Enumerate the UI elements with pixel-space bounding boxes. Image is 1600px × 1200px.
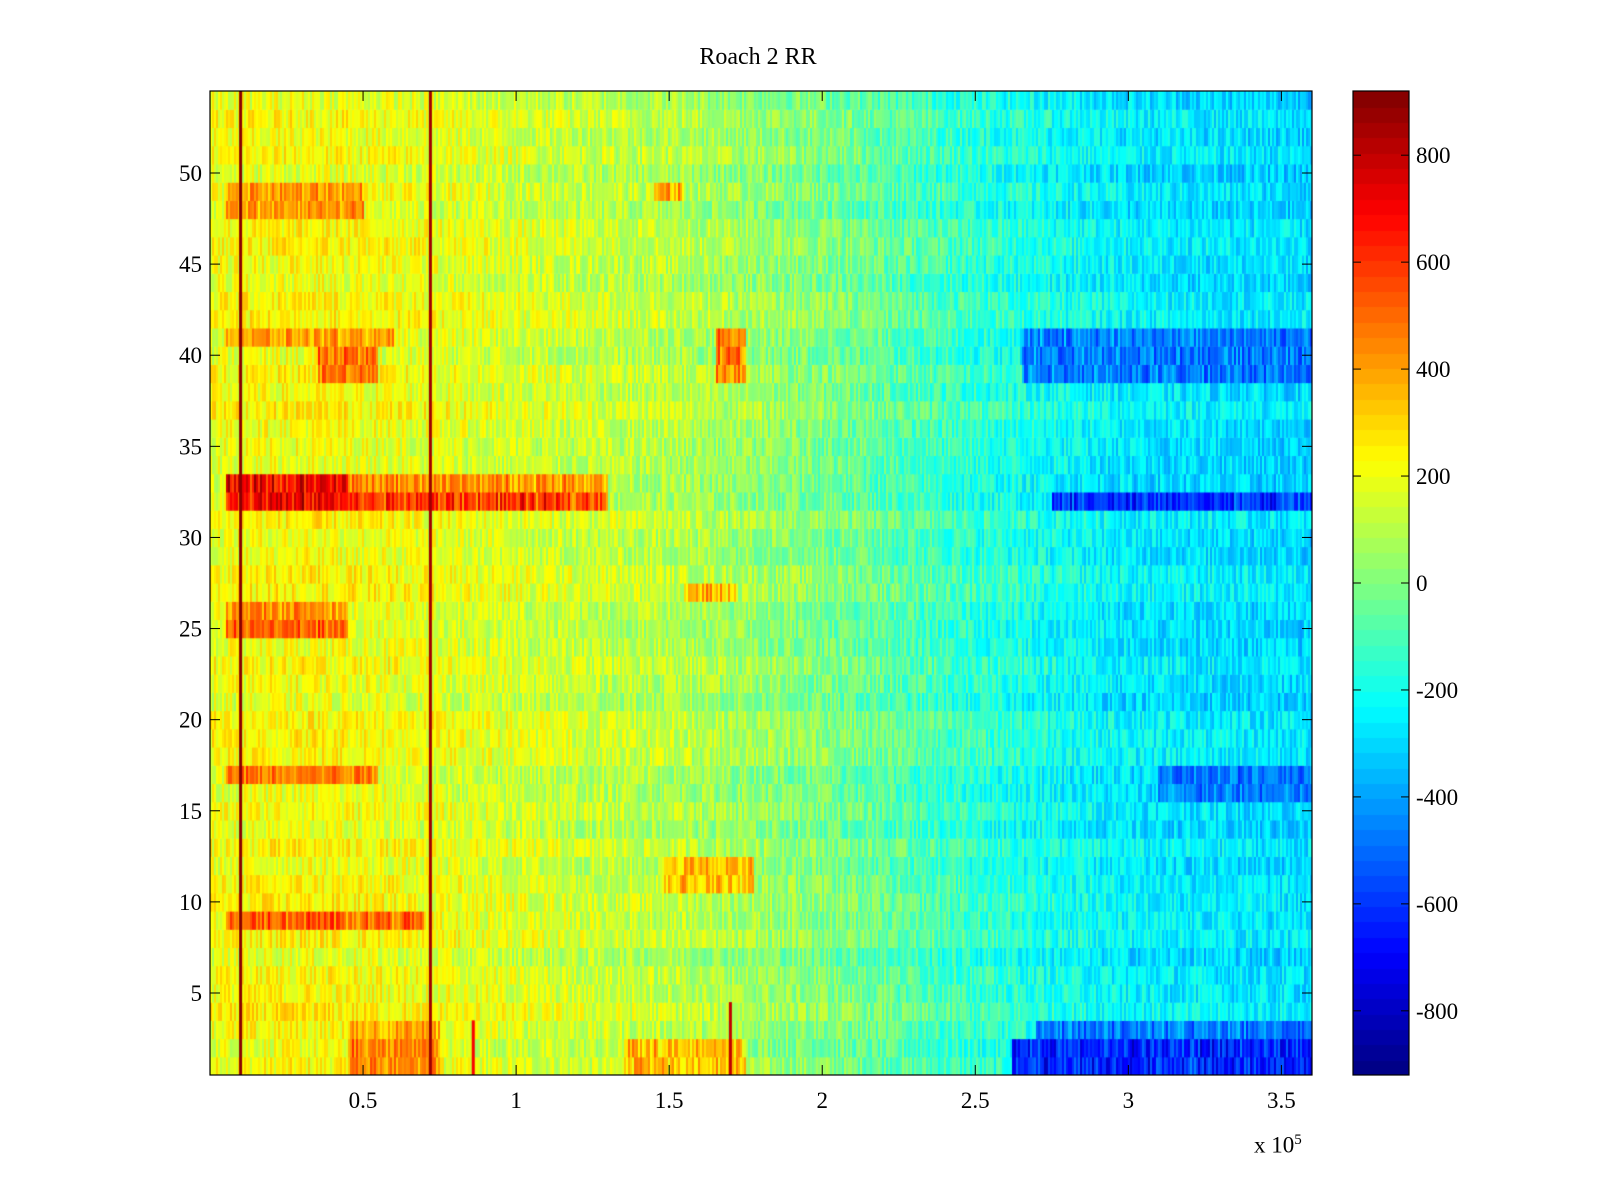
plot-frame	[210, 91, 1312, 1075]
y-tick-label-4: 25	[179, 617, 202, 642]
x-scale-prefix: x 10	[1254, 1133, 1294, 1158]
x-tick-label-3: 2	[816, 1088, 828, 1113]
y-tick-label-6: 35	[179, 434, 202, 459]
colorbar-tick-label-8: -800	[1416, 999, 1458, 1024]
x-scale-exponent: 5	[1294, 1132, 1302, 1148]
colorbar-tick-label-0: 800	[1416, 143, 1451, 168]
y-tick-label-1: 10	[179, 890, 202, 915]
colorbar-tick-label-4: 0	[1416, 571, 1428, 596]
y-axis-ticks: 5 10 15 20 25 30 35 40 45 50	[179, 161, 1312, 1006]
x-tick-label-0: 0.5	[349, 1088, 378, 1113]
y-tick-label-2: 15	[179, 799, 202, 824]
y-tick-label-7: 40	[179, 343, 202, 368]
colorbar-frame	[1353, 91, 1409, 1075]
colorbar-tick-label-5: -200	[1416, 678, 1458, 703]
x-tick-label-5: 3	[1123, 1088, 1135, 1113]
x-tick-label-1: 1	[510, 1088, 522, 1113]
y-tick-label-5: 30	[179, 525, 202, 550]
x-tick-label-2: 1.5	[655, 1088, 684, 1113]
x-tick-label-4: 2.5	[961, 1088, 990, 1113]
y-tick-label-8: 45	[179, 252, 202, 277]
y-tick-label-9: 50	[179, 161, 202, 186]
colorbar-tick-label-2: 400	[1416, 357, 1451, 382]
colorbar-ticks: 800 600 400 200 0 -200 -400 -600 -800	[1353, 143, 1458, 1024]
y-tick-label-3: 20	[179, 708, 202, 733]
x-tick-label-6: 3.5	[1267, 1088, 1296, 1113]
y-tick-label-0: 5	[191, 981, 203, 1006]
colorbar-tick-label-1: 600	[1416, 250, 1451, 275]
colorbar-tick-label-3: 200	[1416, 464, 1451, 489]
colorbar-tick-label-7: -600	[1416, 892, 1458, 917]
colorbar-tick-label-6: -400	[1416, 785, 1458, 810]
x-axis-ticks: 0.5 1 1.5 2 2.5 3 3.5	[349, 91, 1296, 1113]
x-axis-scale-label: x 105	[1254, 1132, 1302, 1159]
